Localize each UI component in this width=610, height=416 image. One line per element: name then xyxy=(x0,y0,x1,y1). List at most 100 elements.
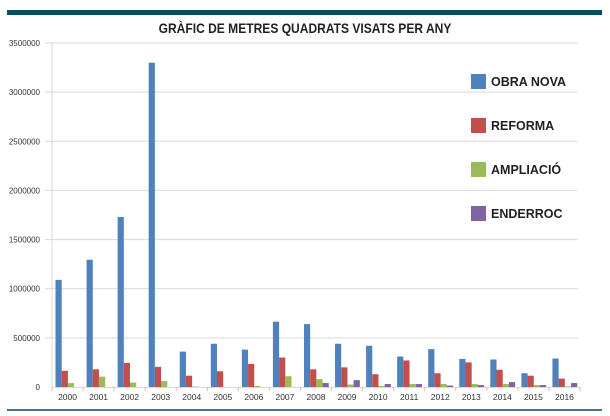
legend-label-reforma: REFORMA xyxy=(491,119,555,133)
x-tick-label: 2002 xyxy=(120,392,139,402)
bar xyxy=(310,369,317,387)
legend-item-enderroc: ENDERROC xyxy=(471,206,601,222)
y-tick-label: 0 xyxy=(36,383,41,392)
bar xyxy=(148,62,155,388)
x-tick-label: 2009 xyxy=(338,392,357,402)
bar xyxy=(403,360,410,387)
x-tick-label: 2008 xyxy=(307,392,326,402)
y-tick-label: 2000000 xyxy=(9,186,41,195)
bar xyxy=(477,385,485,387)
legend-item-reforma: REFORMA xyxy=(471,118,601,134)
bar-series xyxy=(55,62,578,388)
y-tick-label: 2500000 xyxy=(9,137,41,146)
legend-swatch-ampliacio xyxy=(471,162,486,177)
legend-item-ampliacio: AMPLIACIÓ xyxy=(471,162,601,178)
bar xyxy=(86,259,93,387)
bar xyxy=(98,376,106,387)
bar xyxy=(123,362,131,387)
bar xyxy=(130,382,137,387)
bar xyxy=(539,385,547,387)
gridlines xyxy=(45,42,578,387)
x-tick-label: 2015 xyxy=(524,392,543,402)
bar xyxy=(322,383,329,387)
bar xyxy=(353,380,360,387)
bar xyxy=(154,366,162,387)
legend-label-ampliacio: AMPLIACIÓ xyxy=(491,163,562,177)
x-tick-label: 2000 xyxy=(58,392,77,402)
bar xyxy=(61,370,68,387)
y-axis-labels: 0 500000 1000000 1500000 2000000 2500000 30000… xyxy=(9,39,41,392)
legend-swatch-obra-nova xyxy=(471,74,486,89)
bar xyxy=(533,385,540,387)
y-tick-label: 3000000 xyxy=(9,88,41,97)
bar xyxy=(378,386,385,387)
y-tick-label: 3500000 xyxy=(9,39,41,48)
bar xyxy=(248,363,255,387)
bar xyxy=(335,343,342,387)
bar xyxy=(490,359,497,387)
bar xyxy=(496,369,503,387)
x-tick-label: 2013 xyxy=(462,392,481,402)
bar xyxy=(527,375,534,387)
x-tick-label: 2016 xyxy=(555,392,574,402)
bar xyxy=(92,369,99,387)
legend-swatch-enderroc xyxy=(471,206,486,221)
legend-label-obra-nova: OBRA NOVA xyxy=(491,75,566,89)
bar xyxy=(241,349,249,387)
x-tick-label: 2010 xyxy=(369,392,388,402)
bar xyxy=(558,378,565,387)
bar xyxy=(409,384,416,387)
bar xyxy=(179,351,186,387)
bar xyxy=(552,358,559,387)
x-tick-label: 2011 xyxy=(400,392,419,402)
bar xyxy=(415,384,422,387)
bar xyxy=(428,349,435,387)
bar xyxy=(521,373,528,387)
bar xyxy=(254,386,261,387)
legend-label-enderroc: ENDERROC xyxy=(491,207,563,221)
bar xyxy=(440,384,447,387)
footer-rule xyxy=(7,409,602,411)
x-tick-label: 2006 xyxy=(244,392,263,402)
bar xyxy=(210,343,217,387)
x-tick-label: 2003 xyxy=(151,392,170,402)
legend-item-obra-nova: OBRA NOVA xyxy=(471,74,601,90)
bar xyxy=(279,357,286,387)
bar xyxy=(508,382,516,387)
header-accent-bar xyxy=(7,10,602,15)
bar xyxy=(161,381,168,387)
y-tick-label: 500000 xyxy=(13,334,40,343)
bar xyxy=(347,384,354,387)
bar xyxy=(303,324,311,387)
bar xyxy=(366,345,373,387)
x-tick-label: 2001 xyxy=(89,392,108,402)
bar xyxy=(117,216,124,387)
bar xyxy=(67,383,75,387)
x-tick-label: 2014 xyxy=(493,392,512,402)
bar xyxy=(316,379,323,387)
bar xyxy=(434,373,441,387)
bar xyxy=(502,384,509,387)
bar xyxy=(384,384,391,387)
bar xyxy=(459,358,466,387)
bar xyxy=(55,279,62,387)
y-tick-label: 1000000 xyxy=(9,285,41,294)
legend-swatch-reforma xyxy=(471,118,486,133)
x-tick-label: 2005 xyxy=(213,392,232,402)
bar xyxy=(446,385,454,387)
bar xyxy=(465,362,472,387)
bar xyxy=(272,321,280,387)
chart-title: GRÀFIC DE METRES QUADRATS VISATS PER ANY xyxy=(158,20,452,36)
y-tick-label: 1500000 xyxy=(9,236,41,245)
x-tick-label: 2012 xyxy=(431,392,450,402)
bar xyxy=(185,375,193,387)
bar xyxy=(285,376,292,387)
bar xyxy=(341,367,348,387)
x-axis: 2000 2001 2002 2003 2004 2005 2006 2007 2008 2009… xyxy=(51,387,581,402)
bar xyxy=(471,384,478,387)
x-tick-label: 2004 xyxy=(182,392,201,402)
bar xyxy=(216,371,224,387)
bar xyxy=(372,374,379,387)
x-tick-label: 2007 xyxy=(275,392,294,402)
